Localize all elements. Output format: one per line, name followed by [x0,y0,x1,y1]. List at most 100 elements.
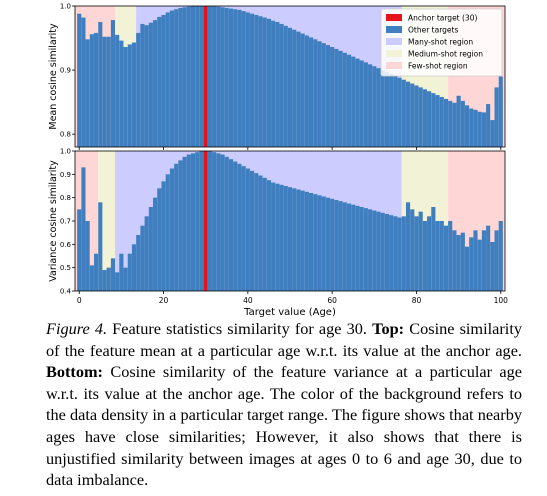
bottom-bar [207,151,212,291]
bottom-bar [144,216,149,291]
legend-label-many: Many-shot region [408,38,473,47]
top-bar [81,17,86,148]
legend-swatch-medium [386,50,402,57]
bottom-bar [325,197,331,291]
top-bar [486,104,491,147]
top-bar [443,98,449,147]
top-bar [401,79,406,147]
bottom-bar [330,198,335,291]
bottom-bar [106,267,111,291]
top-ytick-label: 1.0 [60,3,71,11]
bottom-bar [249,170,255,291]
bottom-bar [410,209,415,291]
top-ytick-label: 0.8 [60,131,71,139]
top-bar [258,16,263,147]
top-bar [490,120,495,147]
bottom-bar [405,202,411,291]
top-bar [397,77,402,147]
top-bar [220,7,225,148]
top-bar [384,72,390,147]
top-bar [182,7,187,148]
top-bar [178,7,183,147]
bottom-bar [233,161,238,291]
top-bar [363,62,368,147]
top-bar [452,102,457,147]
top-bar [372,66,377,147]
top-bar [249,13,255,148]
top-bar [304,35,309,147]
bottom-bar [237,163,242,291]
caption-text-1: Feature statistics similarity for age 30… [107,319,373,338]
bottom-bar [153,197,158,291]
bottom-bar [452,230,457,291]
bottom-bar [275,183,280,291]
bottom-bar [464,246,470,291]
caption-bottom-label: Bottom: [46,362,103,382]
top-bar [110,20,116,148]
top-bar [414,85,419,147]
legend-swatch-bar [386,26,402,33]
legend-label-few: Few-shot region [408,62,468,71]
bottom-bar [119,253,124,291]
bottom-ytick-label: 0.8 [60,194,71,202]
bottom-bar [456,235,461,291]
top-bar [115,34,120,147]
bottom-bar [351,204,356,291]
bottom-bar [165,174,170,291]
bottom-bar [486,225,491,291]
bottom-bar [435,221,440,291]
bottom-xtick-label: 20 [159,296,169,305]
bottom-xtick-label: 100 [494,296,509,305]
top-bar [380,70,385,147]
top-bar [469,108,474,147]
top-plot-frame [74,5,506,148]
top-bar [186,6,191,147]
bottom-bar [77,209,82,291]
top-bar [102,36,107,147]
top-bar [292,29,297,147]
bottom-bar [313,194,318,291]
top-bar [481,112,486,147]
bottom-bar [372,210,377,291]
bottom-bar [292,188,297,291]
top-bar [422,89,427,147]
bottom-bar [443,225,449,291]
bottom-bar [334,200,339,291]
bottom-bar [422,221,427,291]
top-bar-anchor [203,6,208,147]
legend-label-bar: Other targets [408,26,458,35]
top-bar [212,6,217,147]
top-bar [216,6,221,147]
bottom-bar [309,193,314,291]
top-bar [199,6,204,147]
bottom-bar [287,187,293,291]
top-bar [321,43,326,147]
bottom-bar [123,267,128,291]
bottom-bar [127,253,132,291]
bottom-bar [384,214,390,291]
top-bar [190,6,196,147]
bottom-bar [102,270,107,291]
top-ytick-label: 0.9 [60,67,71,75]
bottom-bar [363,208,368,291]
bottom-bar [393,216,398,291]
top-bar [136,32,141,147]
top-bar [439,97,444,147]
top-bar [266,18,271,148]
bottom-ytick-label: 0.4 [60,288,72,296]
bottom-ytick-label: 1.0 [60,148,71,156]
bottom-bar [283,186,288,291]
bottom-bar [368,209,373,291]
bottom-bar [481,230,486,291]
top-bar [287,27,293,147]
bottom-bar [304,191,309,291]
top-bar [271,20,276,148]
top-bar [300,33,305,147]
bottom-bar [414,216,419,291]
top-bar [89,34,94,148]
top-bar [254,14,259,147]
top-bar [330,47,335,147]
top-bar [94,32,99,147]
top-bar [237,9,242,147]
bottom-chart: 0.4 0.5 0.6 0.7 0.8 0.9 1.0 0 20 40 60 80 100 Varianc… [48,148,508,319]
